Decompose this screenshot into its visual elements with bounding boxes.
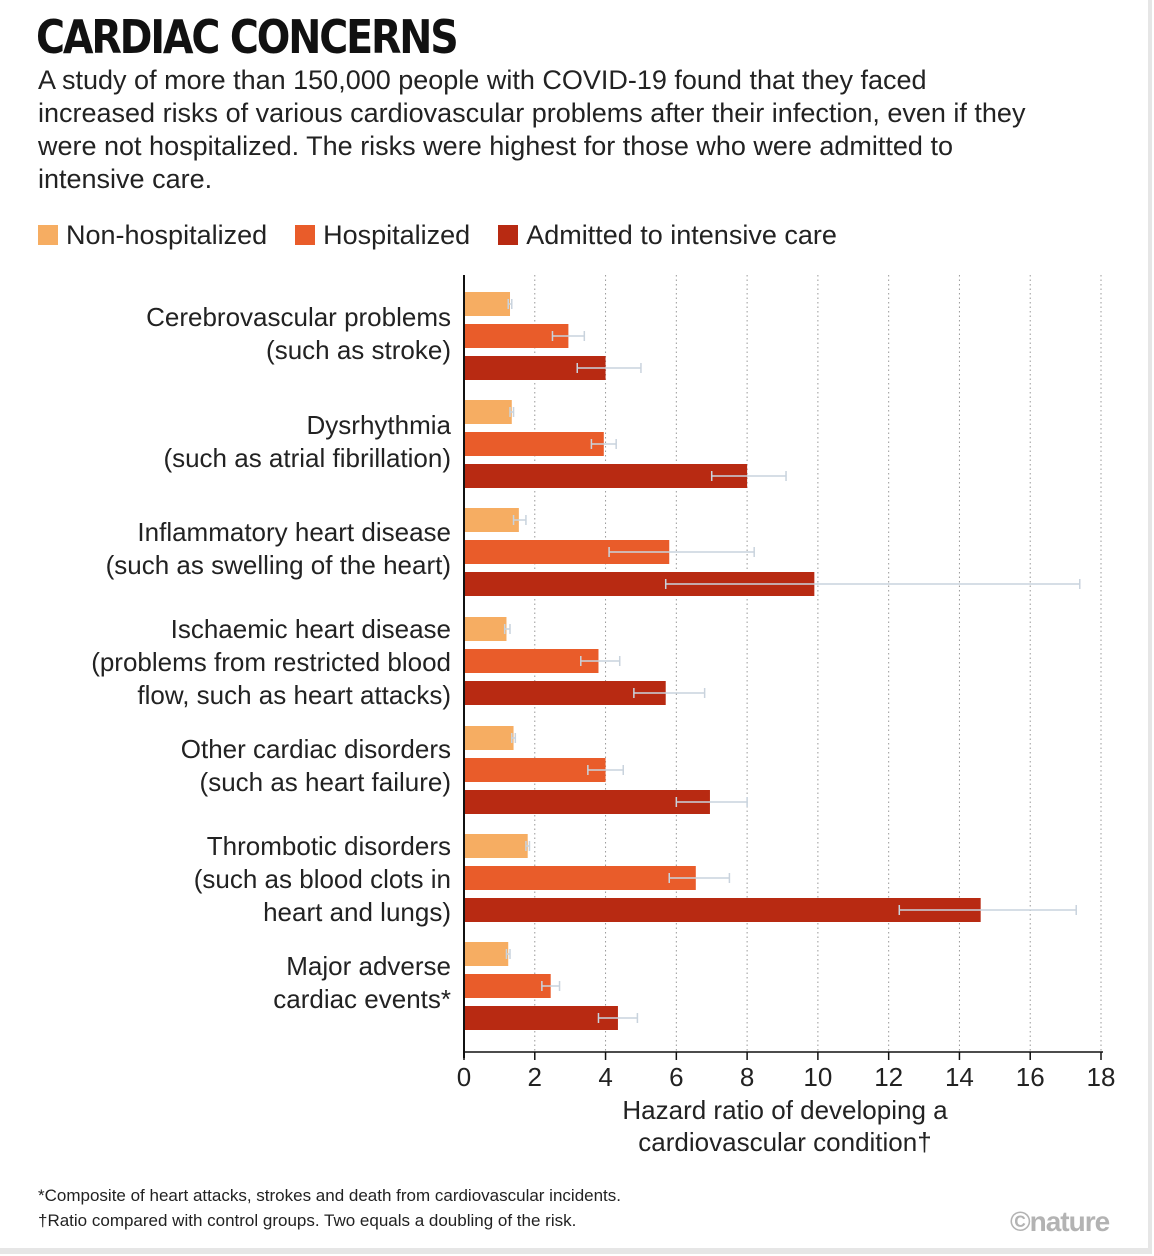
bar-icu-6 bbox=[464, 1006, 618, 1030]
chart-title: CARDIAC CONCERNS bbox=[36, 10, 459, 64]
bar-icu-5 bbox=[464, 898, 981, 922]
legend-item-hospitalized: Hospitalized bbox=[295, 220, 470, 251]
category-label-1: Dysrhythmia (such as atrial fibrillation) bbox=[163, 409, 451, 475]
category-label-line: flow, such as heart attacks) bbox=[137, 680, 451, 710]
category-label-line: (such as blood clots in bbox=[193, 864, 451, 894]
category-label-line: Major adverse bbox=[286, 951, 451, 981]
legend-swatch-hospitalized bbox=[295, 225, 316, 245]
bar-hospitalized-3 bbox=[464, 649, 599, 673]
x-tick-label-8: 8 bbox=[740, 1062, 754, 1092]
x-tick-label-16: 16 bbox=[1016, 1062, 1045, 1092]
legend-label-non-hospitalized: Non-hospitalized bbox=[66, 219, 268, 250]
category-label-line: (such as heart failure) bbox=[199, 767, 451, 797]
x-tick-label-14: 14 bbox=[945, 1062, 974, 1092]
legend-item-icu: Admitted to intensive care bbox=[498, 220, 837, 251]
chart-subtitle: A study of more than 150,000 people with… bbox=[38, 65, 1026, 194]
category-label-line: (such as atrial fibrillation) bbox=[163, 443, 451, 473]
category-label-line: heart and lungs) bbox=[263, 897, 451, 927]
bar-icu-4 bbox=[464, 790, 710, 814]
x-tick-label-4: 4 bbox=[598, 1062, 612, 1092]
category-label-4: Other cardiac disorders (such as heart fa… bbox=[181, 733, 451, 799]
bar-hospitalized-5 bbox=[464, 866, 696, 890]
bar-hospitalized-6 bbox=[464, 974, 551, 998]
legend-item-non-hospitalized: Non-hospitalized bbox=[38, 220, 267, 251]
legend-label-icu: Admitted to intensive care bbox=[526, 219, 837, 250]
bar-icu-1 bbox=[464, 464, 748, 488]
bar-non_hospitalized-6 bbox=[464, 942, 509, 966]
bar-non_hospitalized-3 bbox=[464, 617, 507, 641]
category-label-line: Thrombotic disorders bbox=[206, 831, 451, 861]
nature-logo: ©nature bbox=[1010, 1206, 1110, 1237]
category-label-line: (such as stroke) bbox=[266, 335, 451, 365]
x-tick-label-10: 10 bbox=[803, 1062, 832, 1092]
bar-icu-3 bbox=[464, 681, 666, 705]
category-label-line: (problems from restricted blood bbox=[91, 647, 451, 677]
bar-non_hospitalized-1 bbox=[464, 400, 512, 424]
legend-swatch-non-hospitalized bbox=[38, 225, 58, 245]
category-label-line: cardiac events* bbox=[273, 984, 451, 1014]
footnote-composite: *Composite of heart attacks, strokes and… bbox=[38, 1186, 622, 1205]
category-label-3: Ischaemic heart disease (problems from re… bbox=[91, 613, 451, 712]
legend-swatch-icu bbox=[498, 225, 519, 245]
x-tick-label-6: 6 bbox=[669, 1062, 683, 1092]
category-label-6: Major adverse cardiac events* bbox=[273, 950, 451, 1016]
category-label-0: Cerebrovascular problems (such as stroke) bbox=[146, 301, 451, 367]
category-label-line: Inflammatory heart disease bbox=[137, 517, 451, 547]
category-label-line: Other cardiac disorders bbox=[180, 734, 451, 764]
bar-hospitalized-1 bbox=[464, 432, 604, 456]
x-tick-label-2: 2 bbox=[528, 1062, 542, 1092]
x-tick-label-0: 0 bbox=[457, 1062, 471, 1092]
bar-non_hospitalized-5 bbox=[464, 834, 528, 858]
bar-non_hospitalized-4 bbox=[464, 726, 514, 750]
x-tick-label-18: 18 bbox=[1087, 1062, 1116, 1092]
category-label-line: Cerebrovascular problems bbox=[146, 302, 451, 332]
bar-non_hospitalized-0 bbox=[464, 292, 511, 316]
legend: Non-hospitalized Hospitalized Admitted t… bbox=[38, 218, 865, 252]
category-label-line: Ischaemic heart disease bbox=[170, 614, 451, 644]
category-label-line: (such as swelling of the heart) bbox=[105, 550, 451, 580]
bar-hospitalized-0 bbox=[464, 324, 569, 348]
x-axis-label: Hazard ratio of developing a cardiovascu… bbox=[622, 1095, 948, 1157]
bar-non_hospitalized-2 bbox=[464, 508, 519, 532]
x-tick-label-12: 12 bbox=[874, 1062, 903, 1092]
category-label-5: Thrombotic disorders (such as blood clots… bbox=[194, 830, 451, 929]
legend-label-hospitalized: Hospitalized bbox=[323, 219, 471, 250]
bar-hospitalized-4 bbox=[464, 758, 606, 782]
category-label-line: Dysrhythmia bbox=[306, 410, 451, 440]
category-label-2: Inflammatory heart disease (such as swell… bbox=[106, 516, 451, 582]
footnote-ratio: †Ratio compared with control groups. Two… bbox=[38, 1211, 577, 1230]
